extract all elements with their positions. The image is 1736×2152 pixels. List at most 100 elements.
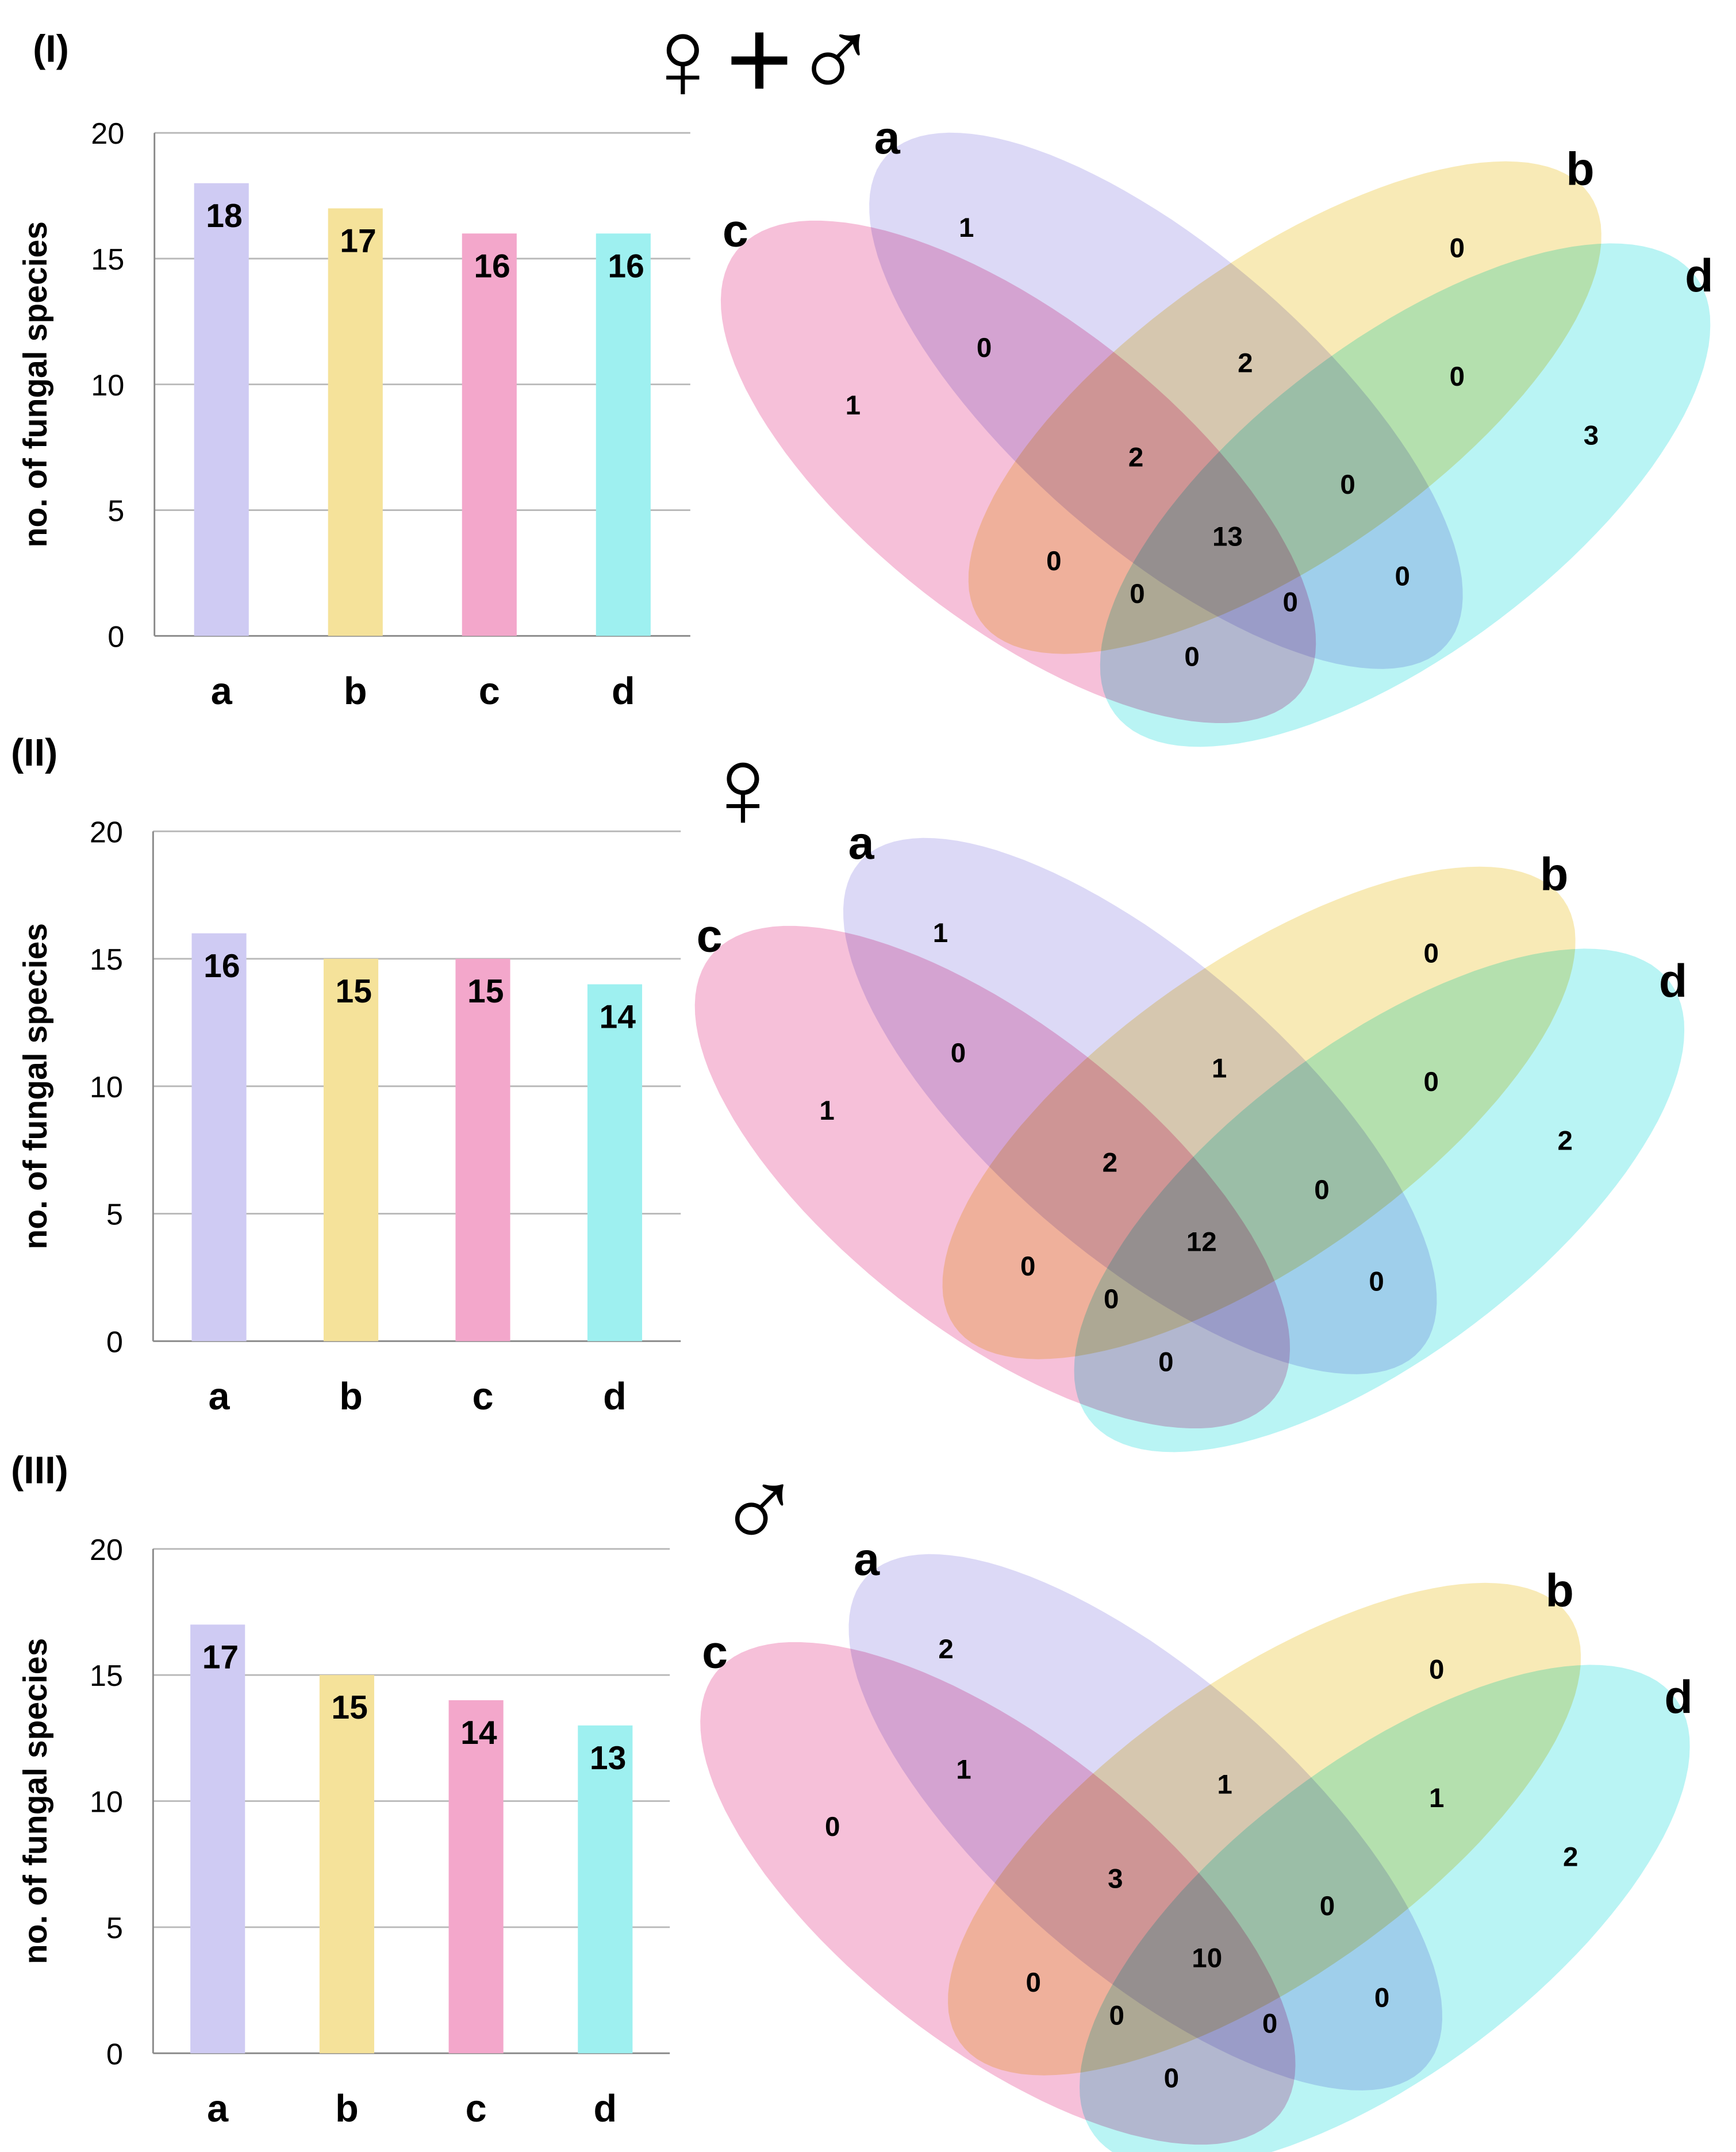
y-tick-label: 20	[90, 816, 123, 849]
bar-a	[194, 183, 249, 636]
y-tick-label: 0	[106, 1325, 123, 1359]
bar-c	[455, 959, 510, 1342]
venn-diagram: a b c d 2 0 0 2 1 1 1 3 0 10 0 0 0 0 0	[700, 1534, 1693, 2152]
venn-set-label: b	[1566, 144, 1594, 195]
venn-region-c: 1	[819, 1096, 834, 1126]
venn-region-abcd: 10	[1192, 1943, 1222, 1973]
venn-set-label: b	[1546, 1565, 1574, 1617]
bar-value-label: 16	[474, 248, 510, 285]
x-tick-label: a	[207, 2088, 229, 2130]
bar-b	[323, 959, 379, 1342]
venn-region-cd: 0	[1164, 2063, 1179, 2094]
panel-label: (I)	[33, 28, 69, 71]
venn-region-b: 0	[1423, 939, 1438, 969]
venn-set-label: c	[702, 1627, 728, 1678]
y-tick-label: 15	[91, 243, 124, 276]
bar-a	[191, 933, 247, 1342]
y-tick-label: 10	[90, 1071, 123, 1104]
venn-region-cd: 0	[1158, 1347, 1173, 1378]
venn-region-a: 1	[933, 918, 948, 948]
sex-symbol: ♀	[700, 724, 786, 852]
venn-region-c: 0	[825, 1812, 840, 1842]
panel-label: (II)	[11, 732, 57, 774]
bar-value-label: 16	[203, 948, 240, 985]
x-tick-label: d	[603, 1375, 627, 1418]
bar-d	[596, 233, 651, 636]
venn-region-ad: 0	[1395, 561, 1410, 591]
bar-value-label: 14	[599, 999, 636, 1036]
venn-region-d: 3	[1584, 420, 1599, 451]
venn-region-a: 2	[938, 1634, 953, 1665]
bar-value-label: 13	[590, 1740, 626, 1777]
y-tick-label: 10	[91, 369, 124, 402]
bar-value-label: 15	[331, 1689, 367, 1726]
venn-set-d	[1074, 948, 1685, 1452]
venn-region-cd: 0	[1184, 642, 1199, 672]
venn-region-abc: 2	[1128, 442, 1143, 472]
bar-chart: 0 5 10 15 20 no. of fungal species 17 a 15 b 14 c 13…	[17, 1534, 670, 2130]
bar-value-label: 17	[202, 1639, 239, 1676]
bar-b	[328, 208, 383, 636]
bar-value-label: 18	[206, 198, 242, 235]
venn-set-label: a	[874, 112, 901, 164]
y-tick-label: 5	[107, 495, 124, 528]
venn-region-ad: 0	[1369, 1266, 1384, 1297]
venn-region-bc: 0	[1026, 1967, 1041, 1998]
venn-region-bcd: 0	[1109, 2000, 1124, 2031]
bar-c	[462, 233, 517, 636]
venn-region-ad: 0	[1374, 1982, 1389, 2013]
venn-region-b: 0	[1429, 1655, 1444, 1685]
x-tick-label: c	[466, 2088, 487, 2130]
x-tick-label: d	[612, 670, 635, 713]
venn-set-label: c	[697, 910, 723, 962]
venn-region-abc: 2	[1103, 1147, 1117, 1178]
x-tick-label: d	[594, 2088, 617, 2130]
bar-value-label: 16	[608, 248, 644, 285]
x-tick-label: a	[211, 670, 233, 713]
venn-region-acd: 0	[1283, 587, 1298, 617]
venn-set-label: d	[1685, 250, 1713, 302]
venn-set-label: a	[848, 817, 875, 869]
venn-region-abd: 0	[1320, 1891, 1335, 1922]
bar-c	[448, 1700, 504, 2054]
bar-a	[190, 1624, 245, 2054]
y-tick-label: 5	[106, 1198, 123, 1232]
y-tick-label: 20	[90, 1534, 123, 1567]
bar-chart: 0 5 10 15 20 no. of fungal species 18 a 17 b 16 c 16…	[17, 117, 690, 713]
sex-symbol: ♀+♂	[640, 0, 879, 124]
venn-region-ac: 0	[951, 1038, 966, 1069]
y-tick-label: 15	[90, 1659, 123, 1693]
venn-region-bd: 0	[1423, 1067, 1438, 1097]
venn-region-abd: 0	[1314, 1175, 1329, 1205]
venn-region-b: 0	[1450, 233, 1465, 264]
y-axis-label: no. of fungal species	[17, 1638, 54, 1965]
y-tick-label: 15	[90, 943, 123, 977]
x-tick-label: c	[472, 1375, 493, 1418]
venn-set-d	[1080, 1665, 1690, 2152]
x-tick-label: c	[479, 670, 500, 713]
venn-set-d	[1100, 243, 1711, 747]
venn-set-label: d	[1664, 1671, 1692, 1723]
venn-region-bd: 1	[1429, 1783, 1444, 1813]
venn-set-label: d	[1659, 955, 1687, 1007]
venn-region-bcd: 0	[1130, 579, 1144, 609]
venn-region-acd: 0	[1262, 2009, 1277, 2039]
sex-symbol: ♂	[716, 1446, 802, 1574]
venn-region-abcd: 13	[1212, 521, 1243, 552]
venn-region-bc: 0	[1046, 546, 1061, 577]
venn-region-bd: 0	[1450, 362, 1465, 392]
venn-region-bcd: 0	[1104, 1284, 1119, 1315]
venn-region-ab: 1	[1212, 1053, 1227, 1083]
bar-d	[578, 1725, 633, 2054]
venn-region-bc: 0	[1020, 1251, 1035, 1282]
venn-region-ac: 1	[956, 1754, 971, 1785]
venn-region-a: 1	[959, 213, 974, 243]
bar-value-label: 17	[340, 223, 376, 260]
x-tick-label: b	[339, 1375, 363, 1418]
venn-region-ab: 2	[1238, 348, 1253, 378]
y-tick-label: 10	[90, 1786, 123, 1819]
